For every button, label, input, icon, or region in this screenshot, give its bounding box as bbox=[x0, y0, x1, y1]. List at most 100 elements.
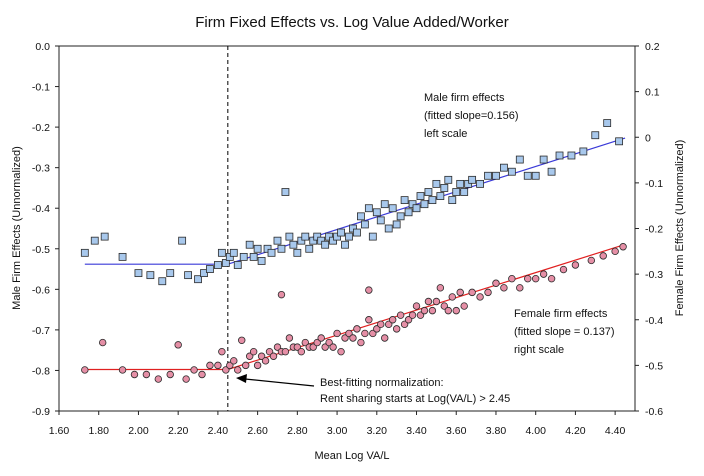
female-point bbox=[412, 302, 421, 310]
female-point bbox=[508, 274, 516, 283]
female-point bbox=[118, 366, 127, 374]
male-point bbox=[460, 188, 469, 196]
male-point bbox=[325, 232, 334, 241]
female-point bbox=[333, 329, 341, 338]
female-point bbox=[337, 347, 345, 356]
male-point bbox=[353, 228, 361, 237]
female-point bbox=[444, 306, 452, 315]
male-point bbox=[206, 265, 214, 273]
male-point bbox=[567, 151, 576, 160]
male-point bbox=[440, 184, 449, 192]
female-point bbox=[293, 343, 302, 351]
male-point bbox=[476, 179, 484, 188]
y-right-tick-label: 0 bbox=[645, 132, 651, 144]
male-point bbox=[293, 248, 302, 257]
annotation-arrowhead bbox=[236, 374, 247, 383]
female-point bbox=[365, 316, 373, 324]
male-point bbox=[100, 232, 109, 241]
female-point bbox=[373, 325, 381, 333]
male-point bbox=[273, 236, 282, 245]
female-point bbox=[321, 343, 329, 351]
female-point bbox=[559, 265, 568, 274]
male-point bbox=[380, 200, 389, 209]
female-point bbox=[539, 270, 548, 278]
female-point bbox=[357, 338, 365, 347]
female-point bbox=[420, 306, 429, 315]
male-point bbox=[285, 232, 294, 241]
male-point bbox=[579, 147, 588, 156]
female-point bbox=[516, 284, 524, 292]
female-point bbox=[226, 361, 234, 370]
male-point bbox=[184, 271, 193, 280]
male-point bbox=[158, 277, 167, 286]
female-point bbox=[265, 347, 274, 356]
x-tick-label: 4.20 bbox=[565, 425, 586, 437]
female-point bbox=[238, 336, 246, 344]
y-axis-left: 0.0 -0.1 -0.2 -0.3 -0.4 -0.5 -0.6 -0.7 -0.8 -0.9 bbox=[32, 41, 59, 418]
female-point bbox=[214, 361, 222, 370]
y-right-tick-label: -0.3 bbox=[645, 269, 663, 281]
male-point bbox=[408, 200, 417, 209]
male-point bbox=[388, 204, 397, 213]
male-point bbox=[313, 232, 322, 241]
y-left-tick-label: -0.2 bbox=[32, 122, 50, 134]
female-point bbox=[408, 311, 417, 319]
male-point bbox=[404, 208, 413, 217]
female-point bbox=[98, 338, 107, 347]
female-point bbox=[452, 306, 460, 315]
female-point bbox=[273, 343, 282, 351]
female-point bbox=[198, 370, 206, 379]
female-point bbox=[599, 252, 607, 260]
female-point bbox=[234, 366, 242, 374]
male-point bbox=[531, 171, 540, 180]
y-right-tick-label: 0.1 bbox=[645, 87, 660, 99]
female-point bbox=[500, 284, 508, 292]
male-point bbox=[464, 179, 473, 188]
female-point bbox=[249, 347, 258, 356]
male-point bbox=[484, 171, 492, 180]
male-label-line-1: Male firm effects bbox=[424, 92, 505, 104]
y-left-tick-label: -0.3 bbox=[32, 163, 50, 175]
female-point bbox=[353, 325, 361, 333]
female-point bbox=[571, 261, 580, 269]
female-label-line-1: Female firm effects bbox=[514, 308, 608, 320]
male-point bbox=[233, 261, 242, 269]
y-axis-left-label: Male Firm Effects (Unnormalized) bbox=[11, 146, 23, 310]
male-point bbox=[213, 261, 222, 269]
male-point bbox=[225, 252, 234, 261]
male-point bbox=[134, 269, 143, 278]
male-point bbox=[539, 155, 548, 164]
female-point bbox=[166, 370, 174, 379]
male-point bbox=[392, 220, 401, 229]
female-point bbox=[297, 347, 306, 356]
male-point bbox=[277, 244, 286, 253]
data-points bbox=[80, 119, 627, 383]
male-point bbox=[523, 171, 532, 180]
male-point bbox=[492, 171, 500, 180]
y-left-tick-label: -0.7 bbox=[32, 325, 50, 337]
female-point bbox=[432, 297, 441, 306]
male-point bbox=[349, 224, 357, 233]
male-point bbox=[146, 271, 155, 280]
female-point bbox=[190, 366, 198, 374]
male-point bbox=[333, 232, 341, 241]
female-point bbox=[253, 361, 262, 370]
male-label-line-2: (fitted slope=0.156) bbox=[424, 110, 518, 122]
male-point bbox=[603, 119, 612, 127]
male-point bbox=[416, 192, 425, 200]
male-point bbox=[341, 240, 349, 249]
female-point bbox=[492, 279, 500, 287]
x-tick-label: 3.00 bbox=[327, 425, 348, 437]
male-point bbox=[500, 163, 508, 172]
female-label-line-3: right scale bbox=[514, 344, 564, 356]
arrow-label-line-2: Rent sharing starts at Log(VA/L) > 2.45 bbox=[320, 393, 510, 405]
female-point bbox=[369, 329, 377, 338]
female-point bbox=[377, 320, 385, 329]
female-point bbox=[285, 334, 294, 342]
y-left-tick-label: -0.8 bbox=[32, 365, 50, 377]
female-point bbox=[317, 334, 325, 342]
y-axis-right: 0.2 0.1 0 -0.1 -0.2 -0.3 -0.4 -0.5 -0.6 bbox=[635, 41, 663, 418]
female-point bbox=[396, 311, 405, 319]
annotation-arrow-shaft bbox=[244, 378, 315, 387]
